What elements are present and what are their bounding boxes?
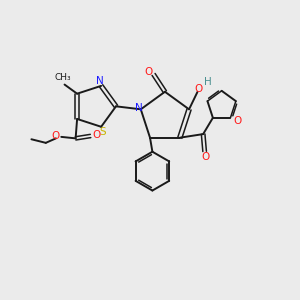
Text: S: S — [99, 127, 106, 137]
Text: O: O — [92, 130, 101, 140]
Text: H: H — [204, 77, 212, 87]
Text: N: N — [135, 103, 143, 113]
Text: O: O — [51, 131, 59, 141]
Text: N: N — [96, 76, 104, 86]
Text: O: O — [144, 67, 152, 77]
Text: CH₃: CH₃ — [55, 74, 71, 82]
Text: O: O — [201, 152, 209, 162]
Text: O: O — [194, 84, 202, 94]
Text: O: O — [233, 116, 241, 126]
